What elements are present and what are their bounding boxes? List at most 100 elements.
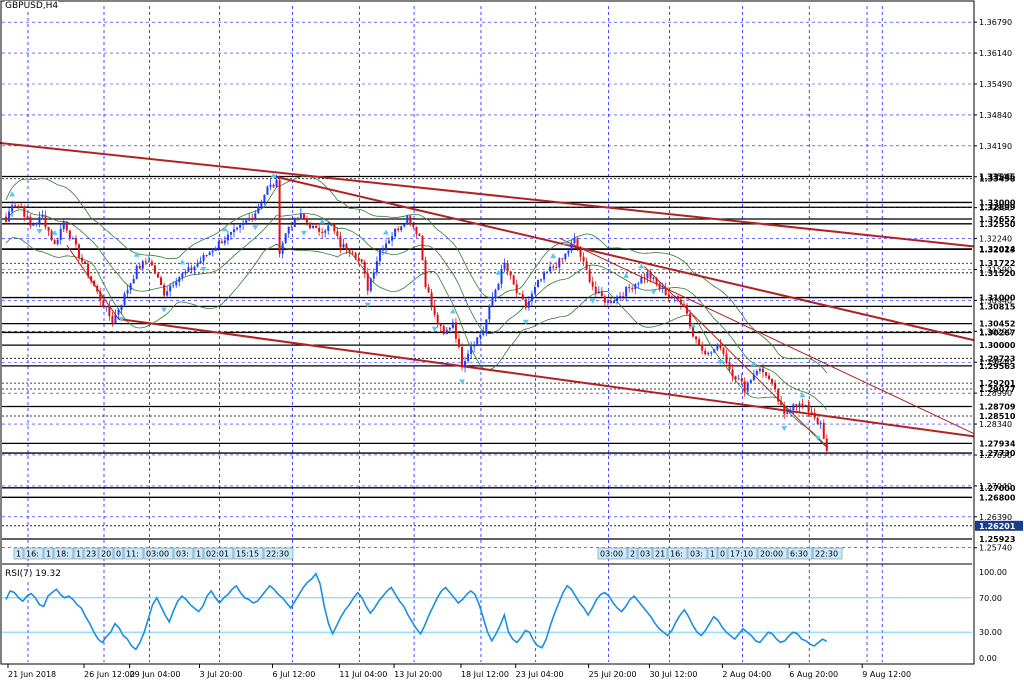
- candle-body: [597, 291, 600, 294]
- candle-body: [695, 336, 698, 340]
- candle-body: [129, 283, 132, 291]
- candle-body: [403, 224, 406, 227]
- fractal-up-arrow: [495, 269, 502, 275]
- candle-body: [105, 306, 108, 308]
- candle-body: [521, 294, 524, 300]
- candle-body: [236, 227, 239, 230]
- y-tick-label: 1.36140: [979, 49, 1012, 58]
- candle-body: [360, 259, 363, 262]
- candle-body: [223, 240, 226, 244]
- candle-body: [260, 202, 263, 208]
- session-label: 22:30: [815, 550, 838, 559]
- candle-body: [199, 260, 202, 264]
- candle-body: [655, 277, 658, 284]
- session-label: 03:00: [146, 550, 169, 559]
- candle-body: [226, 234, 229, 241]
- session-box: [757, 547, 788, 560]
- level-label: 1.27730: [979, 449, 1016, 458]
- session-label: 1: [710, 550, 715, 559]
- fractal-down-arrow: [717, 360, 724, 366]
- x-tick-label: 9 Aug 12:00: [862, 670, 911, 679]
- candle-body: [540, 279, 543, 281]
- rsi-level-label: 100.00: [979, 568, 1007, 577]
- candle-body: [758, 368, 761, 371]
- level-label: 1.33498: [979, 175, 1016, 184]
- session-label: 0: [720, 550, 725, 559]
- fractal-up-arrow: [221, 226, 228, 232]
- candle-body: [84, 261, 87, 264]
- candle-body: [652, 277, 655, 279]
- candle-body: [229, 232, 232, 235]
- candle-body: [445, 329, 448, 334]
- candle-body: [99, 291, 102, 301]
- session-box: [233, 547, 264, 560]
- candle-body: [436, 314, 439, 325]
- candle-body: [181, 273, 184, 278]
- candle-body: [93, 280, 96, 287]
- session-label: 21: [655, 550, 665, 559]
- candles: [5, 174, 828, 453]
- fractal-down-arrow: [589, 298, 596, 304]
- session-box: [73, 547, 84, 560]
- candle-body: [302, 213, 305, 219]
- trendline: [273, 175, 986, 344]
- x-tick-label: 21 Jun 2018: [8, 670, 56, 679]
- candle-body: [637, 283, 640, 285]
- candle-body: [603, 296, 606, 303]
- trendline: [559, 237, 986, 440]
- candle-body: [202, 255, 205, 261]
- level-label: 1.30452: [979, 320, 1015, 329]
- session-label: 03: [640, 550, 650, 559]
- candle-body: [296, 217, 299, 220]
- candle-body: [126, 290, 129, 294]
- candle-body: [211, 250, 214, 253]
- y-tick-label: 1.35490: [979, 80, 1012, 89]
- session-label: 11:: [126, 550, 139, 559]
- candle-body: [454, 322, 457, 339]
- candle-body: [783, 405, 786, 415]
- level-label: 1.29563: [979, 362, 1015, 371]
- fractal-up-arrow: [562, 239, 569, 245]
- candle-body: [251, 217, 254, 219]
- session-label: 6:30: [790, 550, 808, 559]
- candle-body: [281, 243, 284, 254]
- candle-body: [245, 220, 248, 223]
- price-axis: 1.36790 1.36140 1.35490 1.34840 1.34190 1.335…: [973, 0, 1024, 683]
- candle-body: [120, 304, 123, 310]
- session-label: 02:01: [206, 550, 229, 559]
- candle-body: [11, 205, 14, 212]
- candle-body: [14, 205, 17, 207]
- candle-body: [68, 230, 71, 239]
- candle-body: [804, 404, 807, 407]
- candle-body: [87, 263, 90, 277]
- fractal-up-arrow: [690, 322, 697, 328]
- candle-body: [114, 314, 117, 324]
- candle-body: [746, 382, 749, 392]
- session-box: [83, 547, 99, 560]
- level-label: 1.31722: [979, 259, 1015, 268]
- candle-body: [81, 257, 83, 262]
- session-box: [652, 547, 668, 560]
- y-tick-label: 1.25740: [979, 544, 1012, 553]
- candle-body: [479, 334, 482, 338]
- level-label: 1.30267: [979, 328, 1015, 337]
- candle-body: [506, 263, 509, 272]
- level-label: 1.25923: [979, 535, 1015, 544]
- candle-body: [214, 248, 217, 251]
- candle-body: [287, 226, 290, 234]
- candle-body: [701, 344, 704, 351]
- candle-body: [315, 225, 318, 228]
- x-tick-label: 6 Jul 12:00: [272, 670, 315, 679]
- session-box: [13, 547, 24, 560]
- fractal-up-arrow: [9, 191, 16, 197]
- candle-body: [318, 227, 321, 232]
- candle-body: [743, 381, 746, 392]
- candle-body: [649, 271, 652, 279]
- session-label: 0: [116, 550, 121, 559]
- candle-body: [822, 422, 825, 439]
- candle-body: [500, 269, 503, 284]
- candle-body: [111, 316, 114, 324]
- candle-body: [269, 184, 272, 187]
- candle-body: [749, 380, 752, 383]
